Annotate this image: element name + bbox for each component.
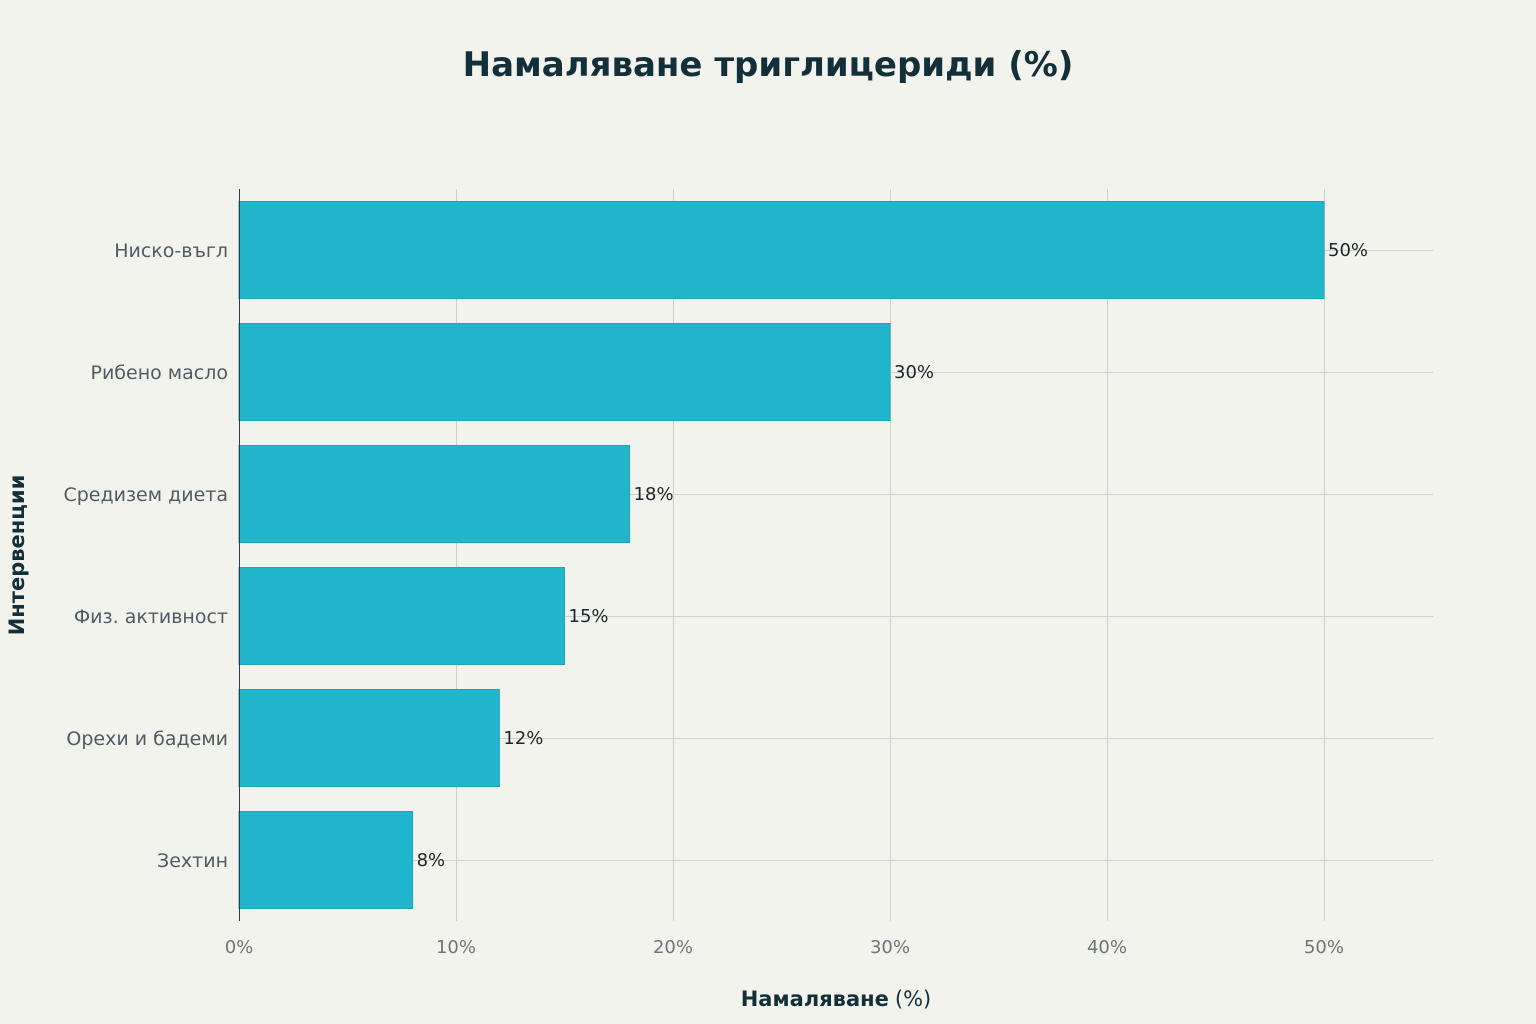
data-label: 18% [634,484,674,505]
bar [238,445,631,543]
data-label: 8% [417,850,446,871]
category-labels: Ниско-въгл Рибено масло Средизем диета Физ.… [63,240,228,872]
x-tick-label: 0% [225,937,254,958]
data-labels: 50% 30% 18% 15% 12% 8% [417,240,1368,871]
bar [238,811,414,909]
category-label: Орехи и бадеми [66,728,228,750]
category-label: Зехтин [157,850,228,872]
x-axis-title-main: Намаляване [741,987,889,1011]
data-label: 15% [569,606,609,627]
bar [238,689,500,787]
x-axis-title: Намаляване (%) [741,987,932,1011]
x-axis-title-unit: (%) [895,987,931,1011]
bars [238,201,1325,909]
x-tick-label: 50% [1304,937,1344,958]
category-label: Средизем диета [63,484,228,506]
x-tick-label: 40% [1087,937,1127,958]
chart-title: Намаляване триглицериди (%) [463,45,1074,85]
x-tick-labels: 0% 10% 20% 30% 40% 50% [225,937,1344,958]
category-label: Физ. активност [74,606,228,628]
bar [238,323,891,421]
category-label: Рибено масло [91,362,229,384]
y-axis-title: Интервенции [5,475,29,636]
x-tick-label: 30% [870,937,910,958]
data-label: 12% [503,728,543,749]
data-label: 30% [894,362,934,383]
data-label: 50% [1328,240,1368,261]
bar [238,567,565,665]
category-label: Ниско-въгл [114,240,228,262]
bar [238,201,1325,299]
x-tick-label: 20% [653,937,693,958]
x-tick-label: 10% [436,937,476,958]
